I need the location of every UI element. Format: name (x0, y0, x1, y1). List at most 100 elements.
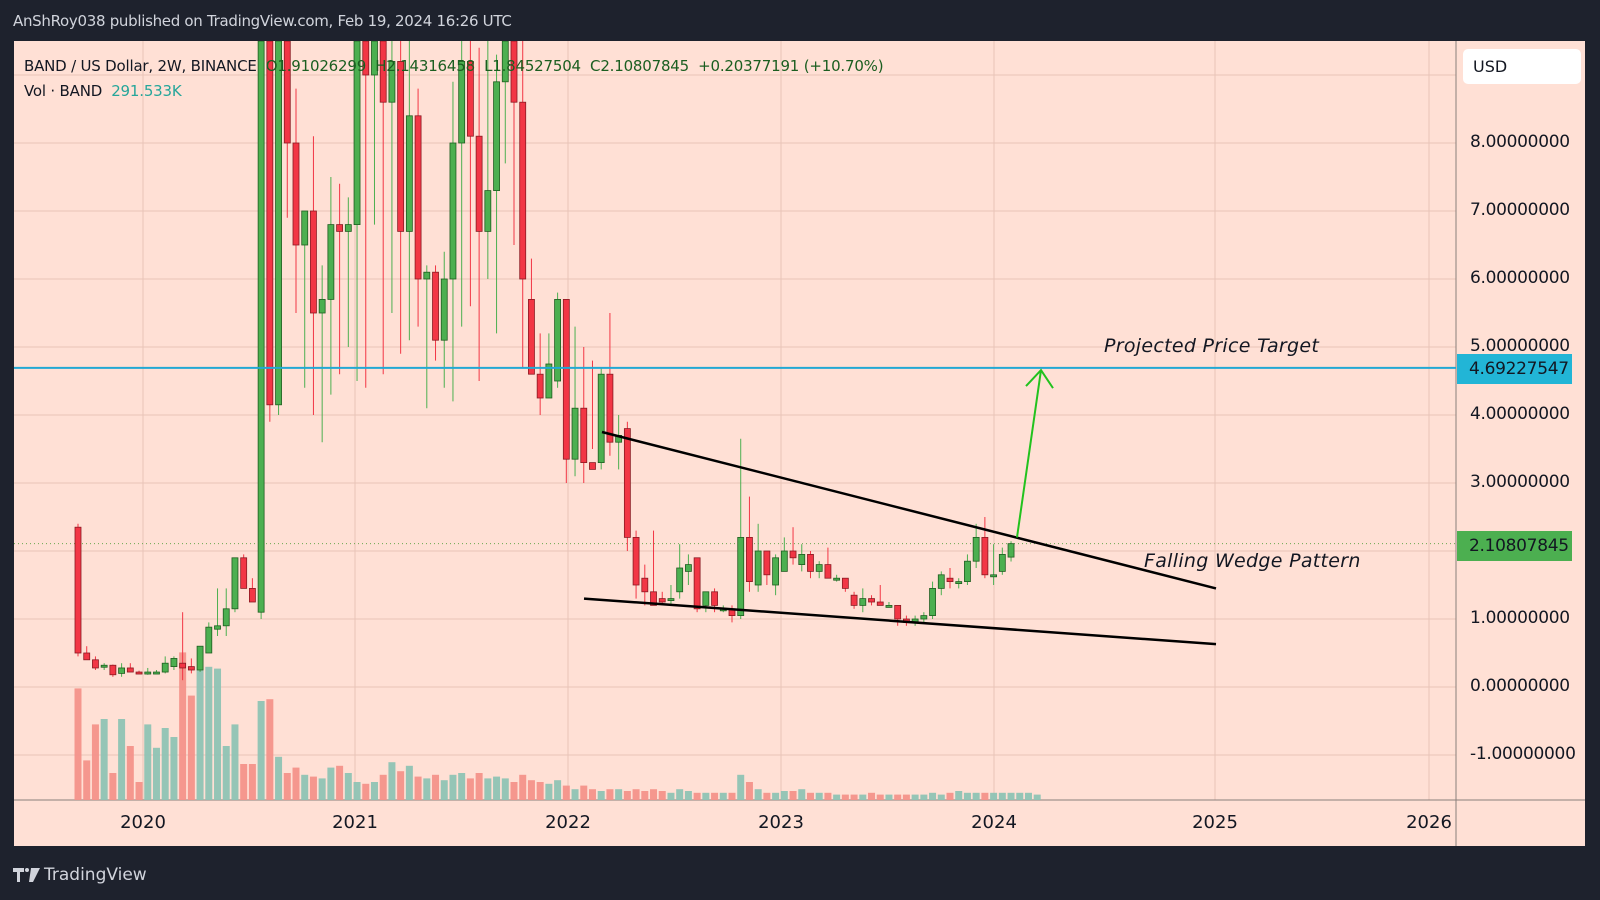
volume-bar (135, 782, 143, 800)
volume-bar (763, 792, 771, 800)
volume-bar (475, 773, 483, 800)
candle-body (990, 574, 997, 578)
year-label: 2026 (1406, 812, 1452, 833)
volume-bar (719, 792, 727, 800)
candle-body (807, 554, 814, 572)
candle-body (353, 41, 361, 226)
candle-body (789, 550, 797, 559)
candle-body (126, 667, 134, 673)
candle-body (650, 591, 657, 606)
chart-panel[interactable] (14, 41, 1585, 846)
price-chart[interactable] (14, 41, 1585, 846)
candle-body (388, 60, 396, 103)
volume-bar (702, 792, 710, 800)
volume-bar (214, 668, 222, 800)
symbol-title[interactable]: BAND / US Dollar, 2W, BINANCE (24, 57, 257, 75)
volume-bar (152, 747, 160, 800)
volume-bar (423, 778, 431, 800)
candle-body (510, 41, 518, 103)
tradingview-logo-icon (13, 868, 40, 882)
volume-bar (859, 794, 867, 800)
volume-bar (772, 792, 780, 800)
volume-bar (990, 792, 998, 800)
volume-bar (440, 780, 448, 800)
volume-bar (187, 695, 195, 800)
brand-name: TradingView (44, 865, 147, 885)
candle-body (929, 588, 936, 617)
candle-body (475, 135, 483, 232)
volume-bar (161, 728, 169, 800)
candle-body (981, 536, 989, 576)
volume-bar (946, 792, 954, 800)
candle-body (292, 142, 300, 246)
candle-body (205, 626, 213, 654)
volume-bar (580, 785, 588, 800)
candle-body (859, 598, 867, 606)
volume-bar (362, 783, 370, 800)
candle-body (641, 577, 649, 593)
falling-wedge-annotation[interactable]: Falling Wedge Pattern (1144, 550, 1361, 572)
wedge-lower-trendline[interactable] (583, 597, 1217, 646)
candle-body (676, 567, 684, 593)
candle-body (109, 664, 117, 676)
price-tick: 8.00000000 (1470, 132, 1570, 152)
volume-bar (100, 719, 108, 800)
volume-bar (466, 778, 474, 800)
volume-bar (597, 791, 605, 800)
currency-selector[interactable]: USD (1463, 49, 1581, 84)
volume-bar (632, 789, 640, 800)
volume-bar (588, 789, 596, 800)
volume-bar (275, 756, 283, 800)
volume-bar (1007, 792, 1015, 800)
volume-bar (118, 719, 126, 800)
volume-bar (1033, 794, 1041, 800)
wedge-upper-trendline[interactable] (601, 430, 1217, 590)
volume-bar (894, 794, 902, 800)
volume-bar (955, 791, 963, 800)
candle-body (135, 671, 143, 675)
volume-bar (754, 789, 762, 800)
volume-bar (1024, 792, 1032, 800)
volume-bar (798, 789, 806, 800)
candle-body (562, 298, 570, 460)
candle-body (484, 190, 492, 232)
projected-target-annotation[interactable]: Projected Price Target (1104, 335, 1320, 357)
volume-bar (615, 789, 623, 800)
candle-body (815, 564, 823, 572)
volume-bar (248, 764, 256, 800)
volume-bar (318, 778, 326, 800)
candle-body (868, 598, 875, 603)
volume-bar (301, 774, 309, 800)
volume-label[interactable]: Vol · BAND (24, 82, 103, 100)
candle-body (763, 550, 771, 576)
candle-body (1007, 543, 1015, 558)
volume-bar (344, 773, 352, 800)
volume-bar (397, 771, 405, 800)
volume-bar (309, 776, 317, 800)
volume-bar (841, 794, 849, 800)
candle-body (74, 526, 82, 654)
change-value: +0.20377191 (+10.70%) (698, 57, 884, 75)
candle-body (153, 671, 160, 675)
volume-bar (327, 767, 335, 800)
volume-bar (998, 792, 1006, 800)
candle-body (405, 115, 413, 232)
tradingview-brand[interactable]: TradingView (13, 865, 147, 885)
volume-bar (641, 791, 649, 800)
volume-bar (833, 794, 841, 800)
volume-bar (650, 789, 658, 800)
candle-body (423, 271, 431, 280)
high-value: H2.14316458 (375, 57, 475, 75)
volume-bar (623, 791, 631, 800)
volume-bar (929, 792, 937, 800)
candle-body (397, 60, 405, 232)
candle-body (528, 298, 535, 375)
breakout-arrow[interactable] (1016, 369, 1042, 538)
candle-body (100, 664, 108, 668)
candle-body (937, 574, 945, 589)
volume-bar (824, 792, 832, 800)
volume-bar (606, 789, 614, 800)
volume-bar (684, 791, 692, 800)
volume-bar (109, 773, 117, 800)
volume-bar (222, 746, 230, 800)
